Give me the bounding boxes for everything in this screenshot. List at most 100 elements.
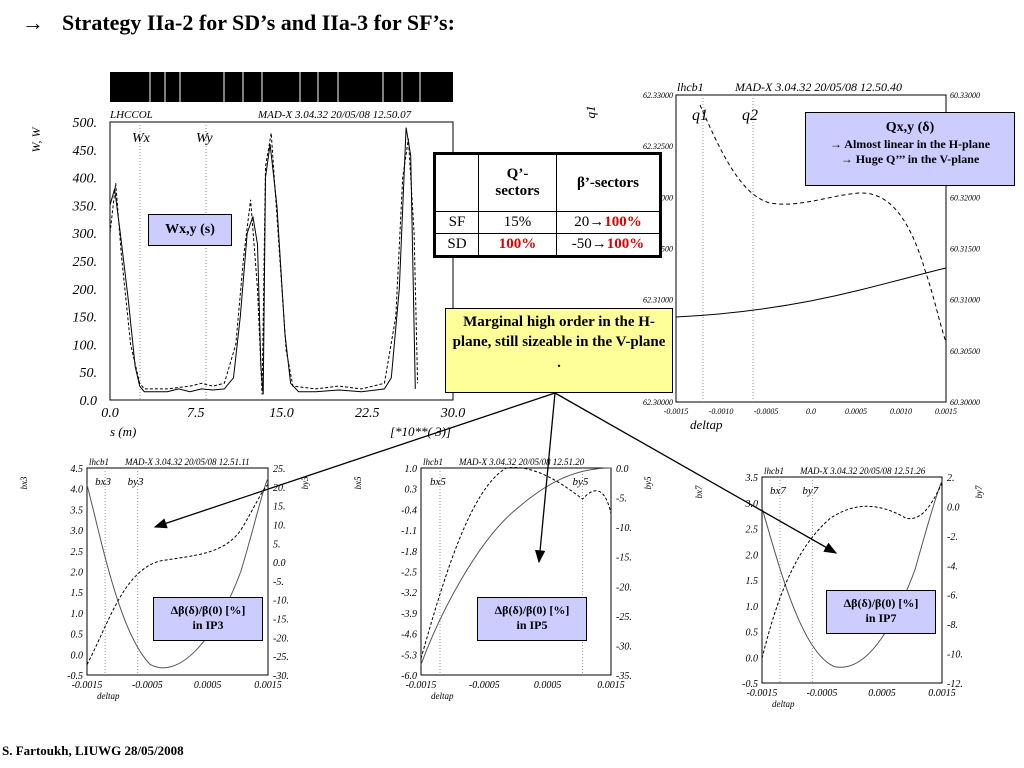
x-axis-label: deltap	[772, 699, 795, 709]
plot-header-right: MAD-X 3.04.32 20/05/08 12.51.26	[799, 466, 926, 476]
plot-header-left: lhcb1	[423, 457, 443, 467]
table-row: SD 100% -50→100%	[434, 233, 661, 257]
y-tick-label-left: 62.33000	[643, 91, 673, 100]
plot-header-right: MAD-X 3.04.32 20/05/08 12.50.40	[734, 80, 902, 94]
x-axis-label: deltap	[690, 417, 723, 432]
y-tick-label-left: -6.0	[401, 671, 417, 682]
y-axis-label: W, W	[29, 127, 43, 153]
y-axis-label-right: by7	[974, 485, 984, 498]
tune-note-box: Qx,y (δ) → Almost linear in the H-plane …	[805, 112, 1015, 186]
x-tick-label: -0.0015	[747, 688, 778, 699]
y-tick-label: 250.	[73, 255, 98, 270]
y-tick-label-right: -10.	[273, 596, 289, 607]
wx-curve	[109, 127, 416, 395]
slide-title: → Strategy IIa-2 for SD’s and IIa-3 for S…	[22, 10, 455, 36]
y-tick-label-right: 10.	[273, 520, 286, 531]
arrow-to-ip3	[153, 392, 556, 529]
y-tick-label: 500.	[73, 116, 98, 131]
y-tick-label-left: 0.5	[746, 628, 759, 639]
y-tick-label-right: 60.31000	[950, 296, 980, 305]
y-tick-label-right: 15.	[273, 502, 286, 513]
wy-curve	[109, 133, 419, 395]
y-tick-label-left: 1.5	[71, 588, 84, 599]
y-tick-label-left: 3.5	[745, 473, 759, 484]
x-tick-label: 0.0015	[254, 680, 282, 691]
y-tick-label-right: 60.33000	[950, 91, 980, 100]
y-tick-label-right: 0.0	[616, 464, 629, 475]
y-tick-label-right: -5.	[273, 577, 284, 588]
plot-header-left: LHCCOL	[109, 109, 153, 121]
right-arrow-icon: →	[22, 10, 44, 35]
y-tick-label-left: -3.2	[401, 588, 417, 599]
plot-header-left: lhcb1	[677, 80, 704, 94]
y-tick-label: 200.	[73, 283, 98, 298]
x-tick-label: 7.5	[187, 406, 205, 421]
y-tick-label-left: 1.0	[746, 602, 759, 613]
y-tick-label-left: 3.5	[70, 505, 84, 516]
x-tick-label: -0.0015	[72, 680, 103, 691]
x-axis-label: deltap	[431, 691, 454, 701]
y-tick-label-left: 62.30000	[643, 398, 673, 407]
x-tick-label: 0.0005	[868, 688, 896, 699]
y-tick-label-left: 0.3	[405, 485, 418, 496]
pointer-arrows	[153, 392, 838, 564]
y-tick-label-left: 3.0	[70, 526, 84, 537]
by-curve	[420, 466, 612, 659]
x-tick-label: -0.0015	[406, 680, 437, 691]
y-tick-label-right: -20.	[616, 582, 632, 593]
tune-box-line2: → Huge Q’’’ in the V-plane	[840, 151, 980, 166]
beta-function-plot: LHCCOL MAD-X 3.04.32 20/05/08 12.50.07 W…	[29, 72, 465, 439]
y-tick-label-right: -15.	[273, 615, 289, 626]
y-tick-label-left: -2.5	[401, 568, 417, 579]
y-tick-label-right: -10.	[947, 650, 963, 661]
y-tick-label-left: -4.6	[401, 630, 417, 641]
y-tick-label-left: -0.5	[742, 679, 758, 690]
y-tick-label-left: 1.0	[71, 609, 84, 620]
table-header-q-sectors: Q’-sectors	[478, 153, 557, 212]
y-axis-label: q1	[583, 106, 598, 119]
y-tick-label-left: 2.5	[71, 547, 84, 558]
ip3-box-line2: in IP3	[192, 618, 224, 632]
arrow-to-ip5	[534, 392, 556, 564]
y-tick-label-right: -6.	[947, 591, 958, 602]
x-tick-label: 15.0	[269, 406, 294, 421]
x-axis-label: s (m)	[110, 424, 136, 439]
y-axis-label-right: by3	[300, 476, 310, 489]
y-tick-label-left: -3.9	[401, 609, 417, 620]
plot-frame	[86, 467, 269, 676]
plot-header-right: MAD-X 3.04.32 20/05/08 12.50.07	[257, 109, 412, 121]
row-label: SD	[434, 233, 479, 257]
y-tick-label: 300.	[72, 227, 98, 242]
y-tick-label-left: 1.0	[405, 464, 418, 475]
footer-credit: S. Fartoukh, LIUWG 28/05/2008	[2, 743, 184, 758]
y-tick-label-left: 62.31000	[643, 296, 673, 305]
plot-header-right: MAD-X 3.04.32 20/05/08 12.51.11	[124, 457, 250, 467]
table-header-beta-sectors: β’-sectors	[556, 153, 661, 212]
x-tick-label: -0.0015	[664, 407, 689, 416]
x-tick-label: 0.0005	[534, 680, 562, 691]
ip5-box-line2: in IP5	[516, 618, 548, 632]
y-tick-label-right: 60.30000	[950, 398, 980, 407]
y-tick-label-right: 0.0	[947, 502, 960, 513]
y-tick-label: 100.	[73, 338, 98, 353]
row-label: SF	[434, 211, 479, 234]
y-tick-label-right: -30.	[616, 641, 632, 652]
series-label-x: bx5	[430, 476, 446, 488]
q2-curve	[699, 104, 947, 343]
y-tick-label-left: 62.32500	[643, 142, 673, 151]
x-tick-label: -0.0005	[754, 407, 779, 416]
x-tick-label: 0.0010	[890, 407, 912, 416]
bx-curve	[761, 480, 943, 668]
y-tick-label-right: 20.	[273, 483, 286, 494]
y-tick-label-right: -25.	[616, 612, 632, 623]
y-tick-label-right: -20.	[273, 633, 289, 644]
y-tick-label-right: 5.	[273, 539, 281, 550]
y-tick-label-left: -0.4	[401, 505, 417, 516]
series-label-x: bx7	[770, 485, 786, 497]
bx-curve	[420, 467, 612, 665]
y-axis-label-left: bx3	[19, 476, 29, 489]
y-tick-label-right: 60.31500	[950, 245, 980, 254]
beta-label-box: Wx,y (s)	[148, 214, 232, 246]
plot-frame	[109, 121, 454, 401]
x-tick-label: 0.0005	[845, 407, 867, 416]
